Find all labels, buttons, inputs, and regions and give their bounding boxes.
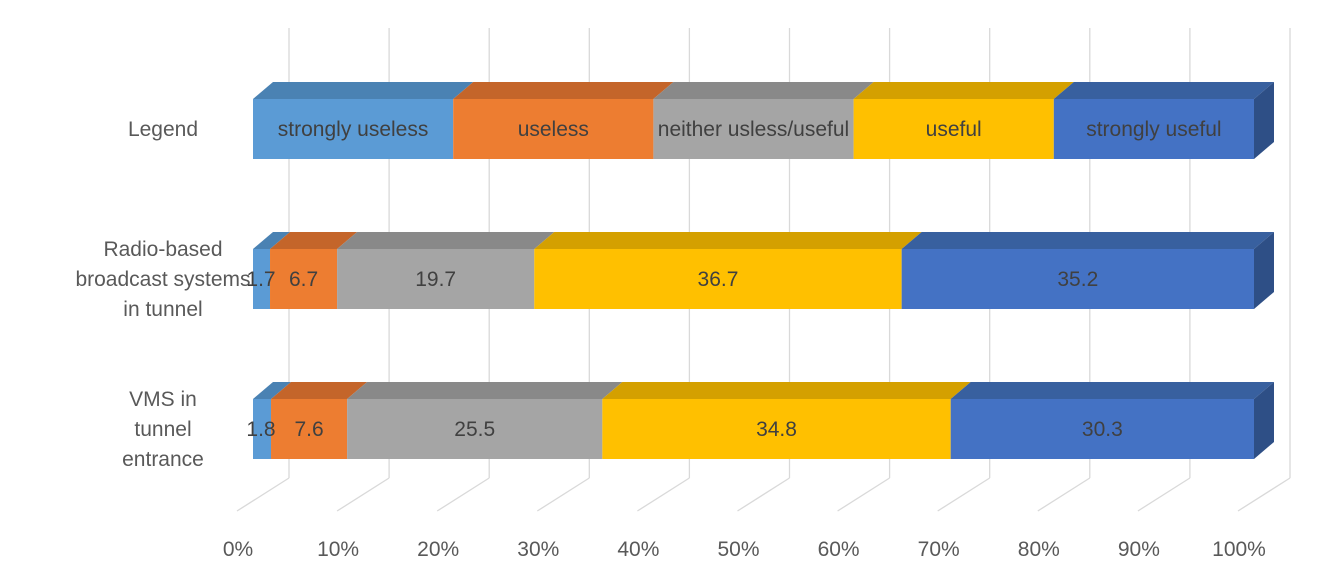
bar-data-label: 34.8 xyxy=(756,418,797,441)
bar-data-label: 7.6 xyxy=(294,418,323,441)
gridline-floor xyxy=(837,477,890,512)
bar-segment-top xyxy=(453,82,674,99)
x-tick-label: 30% xyxy=(517,538,559,561)
bar-data-label: 19.7 xyxy=(415,268,456,291)
bar-segment xyxy=(653,99,854,159)
x-axis-ticks: 0% 10% 20% 30% 40% 50% 60% 70% 80% 90% 100% xyxy=(223,538,1266,561)
bar-data-label: useless xyxy=(518,118,589,141)
bar-segment xyxy=(534,249,902,309)
x-tick-label: 80% xyxy=(1018,538,1060,561)
gridline-floor xyxy=(236,477,290,512)
bar-segment-top xyxy=(1053,82,1274,99)
bar-data-label: 25.5 xyxy=(454,418,495,441)
bar-segment-top xyxy=(534,232,922,249)
bar-segment xyxy=(271,399,348,459)
gridline-floor xyxy=(436,477,490,512)
gridline-floor xyxy=(336,477,390,512)
bar-data-label: useful xyxy=(926,118,982,141)
x-tick-label: 100% xyxy=(1212,538,1266,561)
bar-segment-top xyxy=(270,232,358,249)
bar-data-label: 35.2 xyxy=(1057,268,1098,291)
bar-segment-top xyxy=(253,382,292,399)
x-tick-label: 0% xyxy=(223,538,253,561)
bar-segment-top xyxy=(602,382,971,399)
gridline-floor xyxy=(937,477,991,512)
bar-segment xyxy=(853,99,1054,159)
bar-row: 1.8 7.6 25.5 34.8 30.3 xyxy=(246,382,1274,459)
bar-segment-top xyxy=(901,232,1274,249)
bar-segment-top xyxy=(853,82,1074,99)
bar-segment xyxy=(337,249,535,309)
bar-data-label: strongly useless xyxy=(278,118,429,141)
bar-data-label: 30.3 xyxy=(1082,418,1123,441)
x-tick-label: 70% xyxy=(918,538,960,561)
bar-segment xyxy=(253,99,454,159)
x-tick-label: 40% xyxy=(617,538,659,561)
bar-segment-top xyxy=(253,232,291,249)
category-label: Radio-based broadcast systems in tunnel xyxy=(75,238,250,321)
bar-segment xyxy=(253,249,271,309)
bar-segment-top xyxy=(653,82,874,99)
bar-row: strongly useless useless neither usless/us… xyxy=(253,82,1274,159)
gridline-floor xyxy=(1237,477,1291,512)
x-tick-label: 90% xyxy=(1118,538,1160,561)
bar-segment xyxy=(602,399,951,459)
bar-data-label: 36.7 xyxy=(698,268,739,291)
bar-side xyxy=(1254,232,1274,309)
gridline-floor xyxy=(637,477,690,512)
category-label: Legend xyxy=(128,118,198,141)
bar-segment-top xyxy=(253,82,474,99)
bar-rows: strongly useless useless neither usless/us… xyxy=(246,82,1274,459)
bar-segment xyxy=(347,399,603,459)
gridline-floor xyxy=(737,477,790,512)
bar-segment-top xyxy=(950,382,1274,399)
gridline-floor xyxy=(1037,477,1091,512)
bar-data-label: neither usless/useful xyxy=(658,118,849,141)
bar-side xyxy=(1254,382,1274,459)
bar-data-label: strongly useful xyxy=(1086,118,1221,141)
bar-row: 1.7 6.7 19.7 36.7 35.2 xyxy=(246,232,1274,309)
category-labels: Legend Radio-based broadcast systems in tun… xyxy=(75,118,250,471)
x-tick-label: 20% xyxy=(417,538,459,561)
bar-segment-top xyxy=(271,382,368,399)
bar-segment-top xyxy=(337,232,555,249)
gridline-floor xyxy=(536,477,590,512)
x-tick-label: 60% xyxy=(818,538,860,561)
bar-segment xyxy=(253,399,272,459)
bar-segment-top xyxy=(347,382,623,399)
bar-segment xyxy=(901,249,1254,309)
bar-data-label: 6.7 xyxy=(289,268,318,291)
gridline-floor xyxy=(1137,477,1191,512)
x-tick-label: 10% xyxy=(317,538,359,561)
bar-side xyxy=(1254,82,1274,159)
category-label: VMS in tunnel entrance xyxy=(122,388,204,471)
bar-segment xyxy=(453,99,654,159)
bar-segment xyxy=(270,249,338,309)
bar-segment xyxy=(950,399,1254,459)
x-tick-label: 50% xyxy=(717,538,759,561)
bar-data-label: 1.7 xyxy=(246,268,275,291)
bar-data-label: 1.8 xyxy=(246,418,275,441)
bar-segment xyxy=(1053,99,1254,159)
